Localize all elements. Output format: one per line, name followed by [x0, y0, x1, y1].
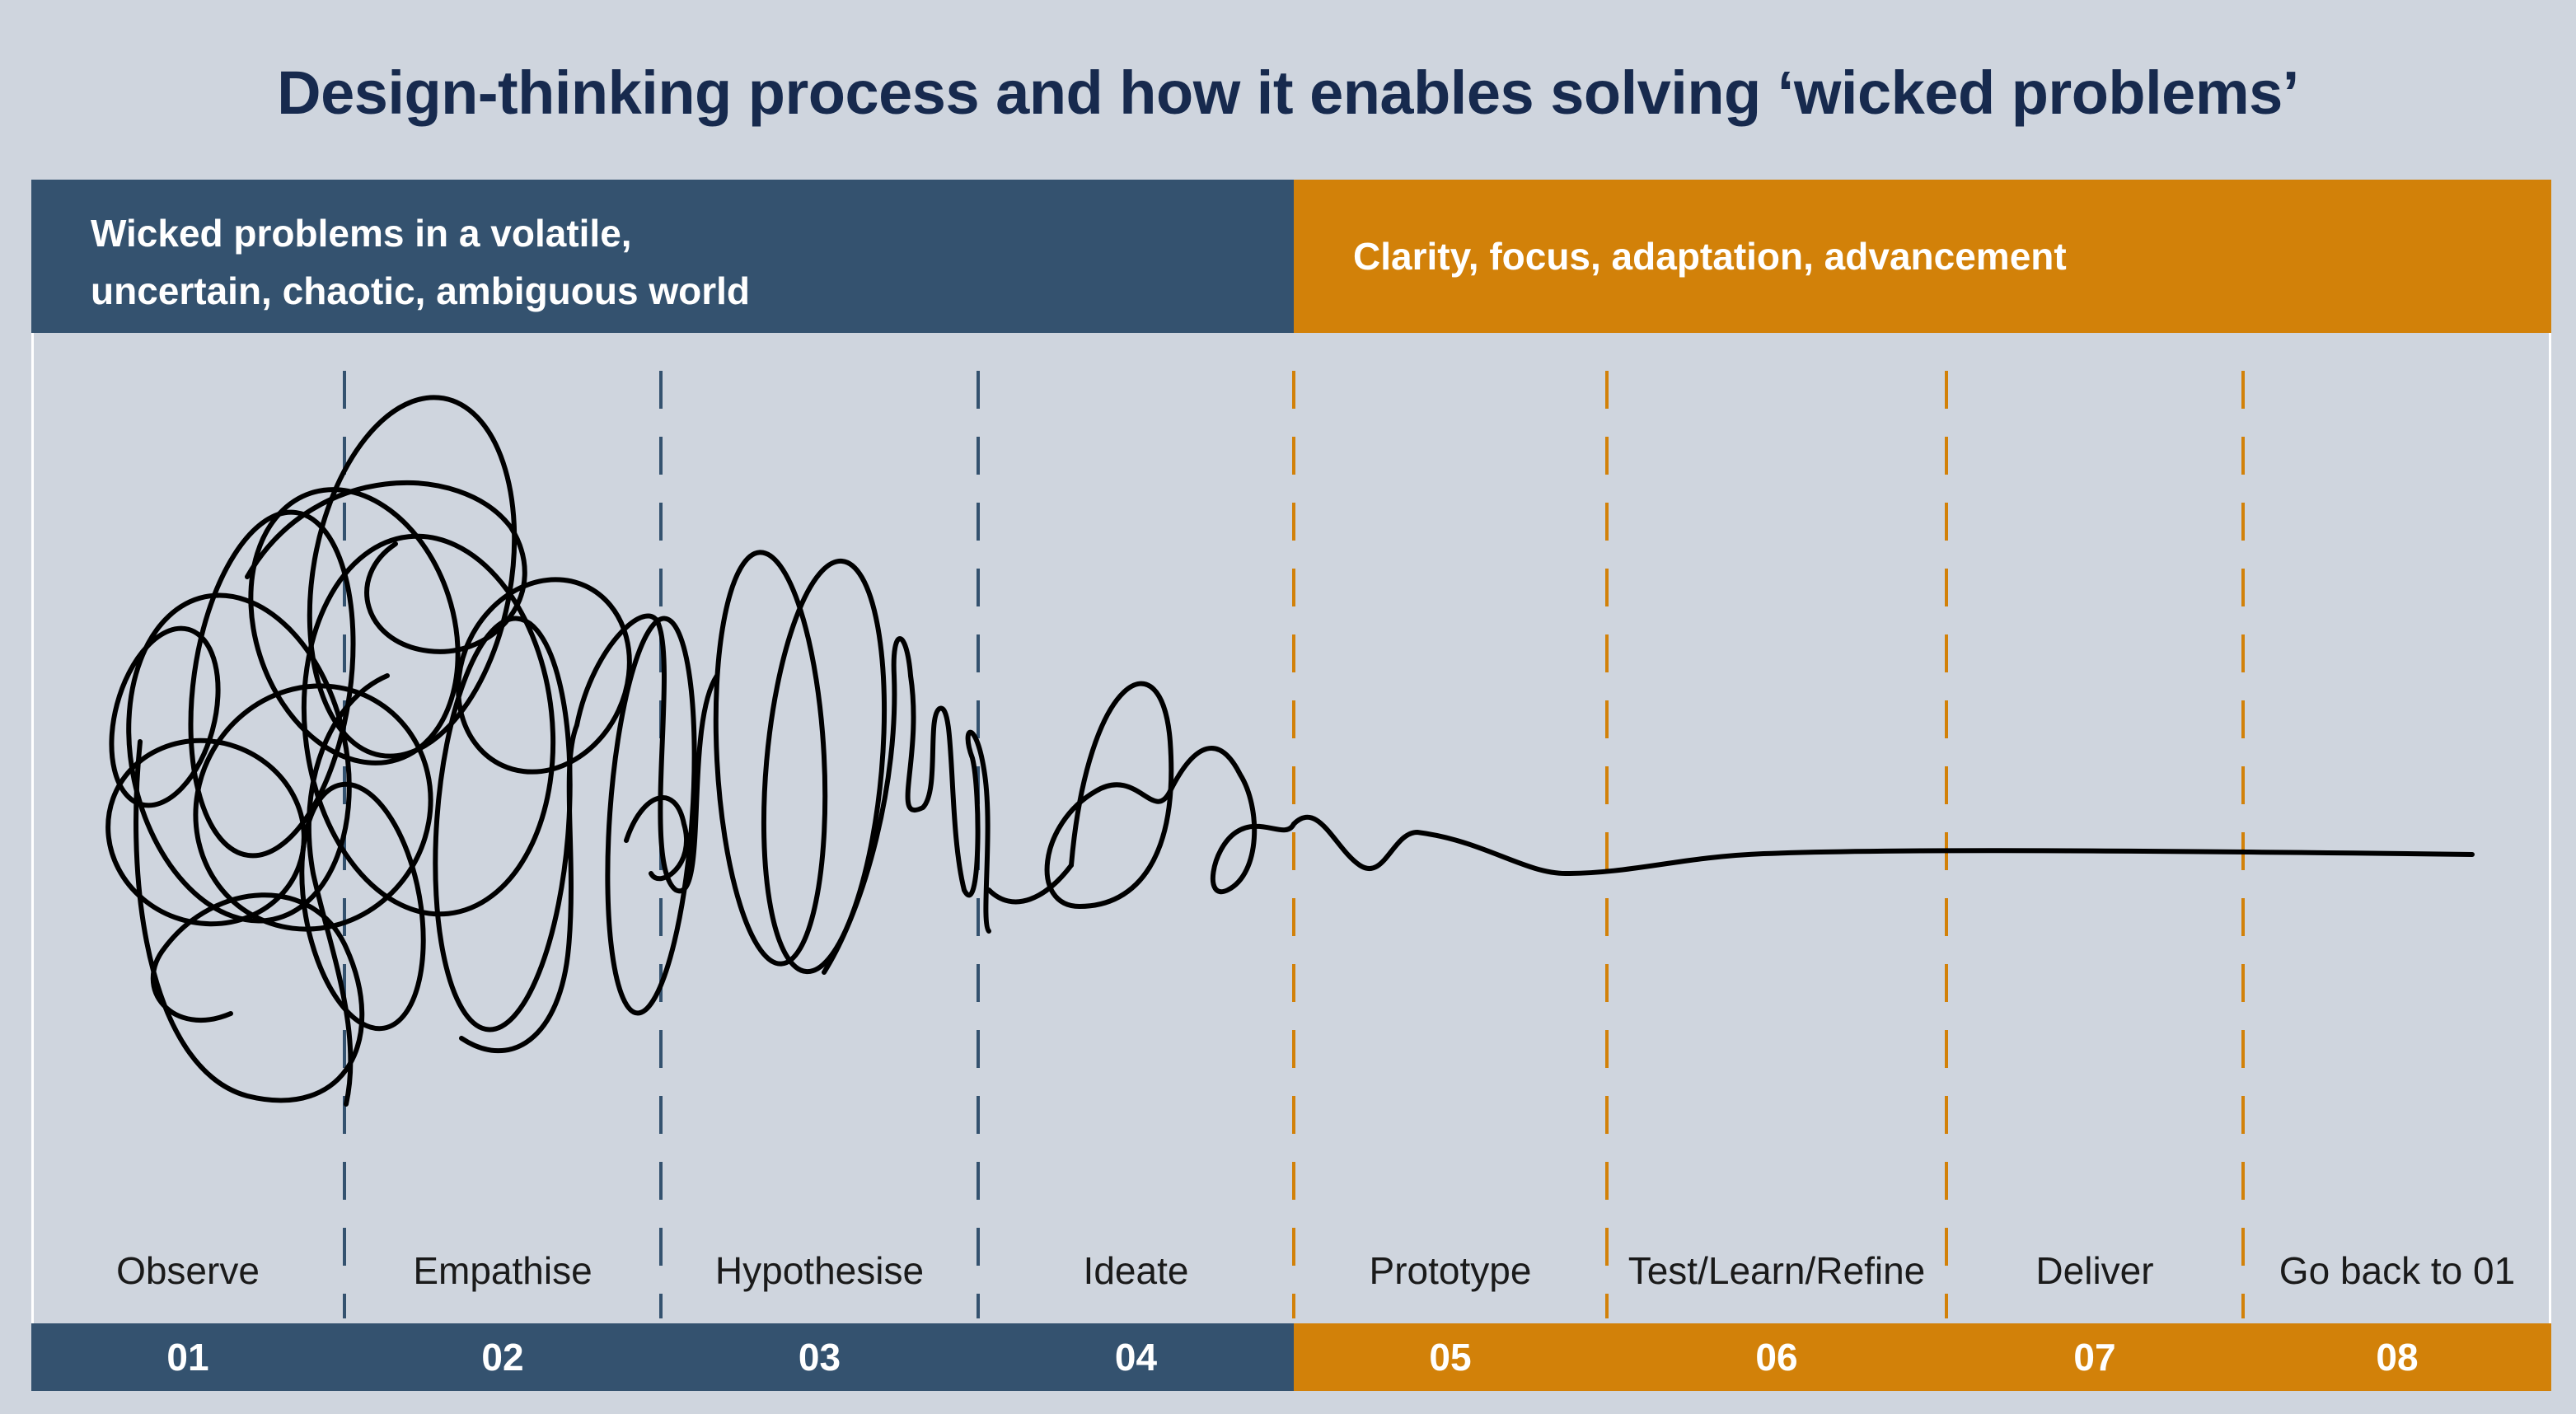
stage-number-05: 05 — [1429, 1336, 1472, 1379]
clarity-header: Clarity, focus, adaptation, advancement — [1294, 180, 2551, 333]
stage-label-empathise: Empathise — [413, 1249, 592, 1292]
stage-label-hypothesise: Hypothesise — [714, 1249, 925, 1292]
stage-number-06: 06 — [1755, 1336, 1798, 1379]
clarity-header-text: Clarity, focus, adaptation, advancement — [1353, 235, 2067, 278]
page-title: Design-thinking process and how it enabl… — [277, 59, 2299, 127]
stage-number-01: 01 — [166, 1336, 209, 1379]
stage-number-02: 02 — [481, 1336, 524, 1379]
chaos-header-line-2: uncertain, chaotic, ambiguous world — [91, 269, 750, 312]
stage-label-ideate: Ideate — [1083, 1249, 1189, 1292]
clarity-number-bar — [1294, 1323, 2551, 1391]
chaos-header: Wicked problems in a volatile, uncertain… — [31, 180, 1294, 333]
stage-dividers — [343, 371, 2245, 1318]
stage-number-07: 07 — [2073, 1336, 2116, 1379]
stage-number-03: 03 — [798, 1336, 841, 1379]
stage-label-test-learn-refine: Test/Learn/Refine — [1628, 1249, 1926, 1292]
stage-label-observe: Observe — [116, 1249, 260, 1292]
chaos-number-bar — [31, 1323, 1294, 1391]
stage-number-04: 04 — [1114, 1336, 1158, 1379]
chaos-to-clarity-squiggle — [105, 395, 2475, 1107]
stage-label-go-back: Go back to 01 — [2279, 1249, 2516, 1292]
chaos-header-line-1: Wicked problems in a volatile, — [91, 212, 632, 255]
stage-label-prototype: Prototype — [1369, 1249, 1532, 1292]
stage-label-deliver: Deliver — [2035, 1249, 2154, 1292]
stage-number-08: 08 — [2376, 1336, 2419, 1379]
